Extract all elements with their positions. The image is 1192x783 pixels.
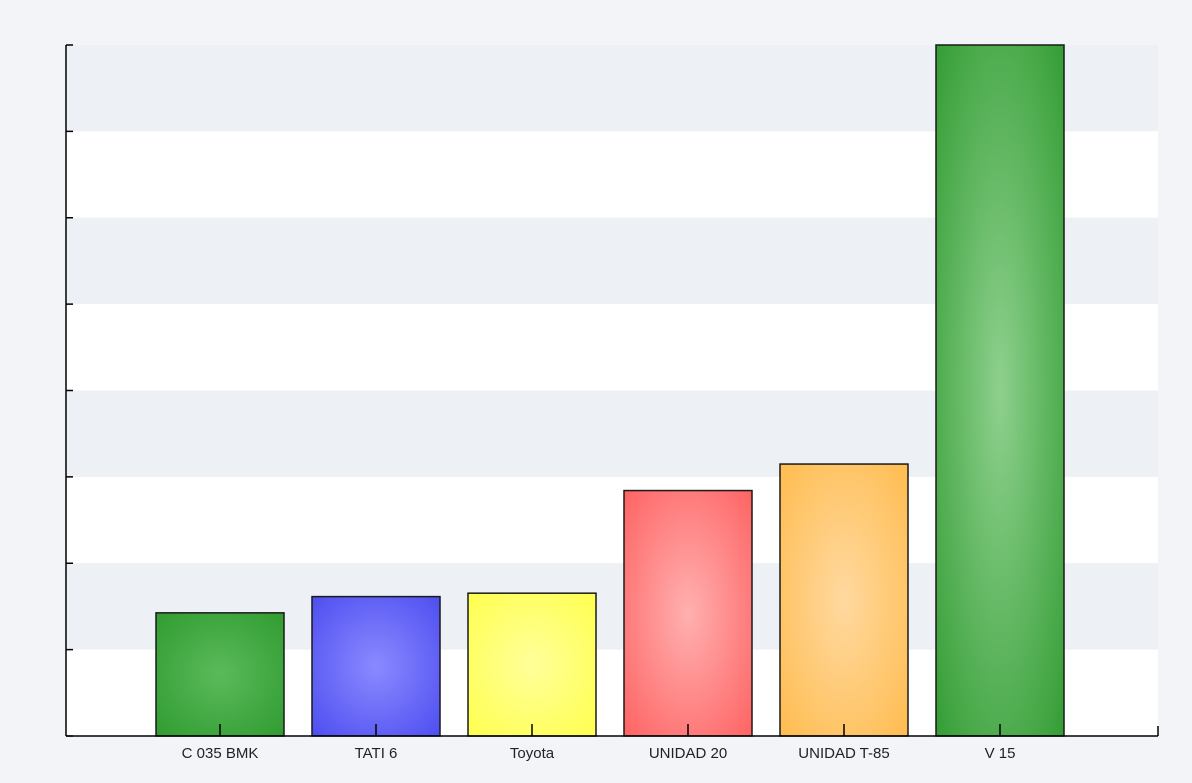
x-tick-labels: C 035 BMK TATI 6 Toyota UNIDAD 20 UNIDAD…: [182, 745, 1016, 762]
x-tick-label: UNIDAD 20: [649, 745, 727, 762]
x-tick-label: TATI 6: [355, 745, 398, 762]
bar: [467, 592, 597, 737]
bar: [779, 463, 909, 737]
bar: [155, 612, 285, 737]
x-tick-label: V 15: [985, 745, 1016, 762]
bar: [935, 44, 1065, 737]
x-tick-label: Toyota: [510, 745, 555, 762]
axes-group: [65, 44, 1159, 737]
x-tick-label: C 035 BMK: [182, 745, 259, 762]
bar: [623, 489, 753, 737]
x-tick-label: UNIDAD T-85: [798, 745, 889, 762]
bar: [311, 595, 441, 737]
bars-group: [155, 44, 1065, 737]
